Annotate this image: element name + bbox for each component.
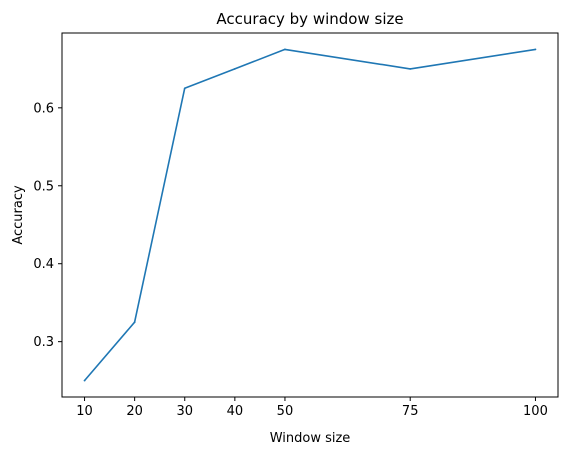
data-point xyxy=(284,48,286,51)
series-layer xyxy=(83,48,537,382)
x-tick-label: 75 xyxy=(402,404,419,419)
y-tick-label: 0.6 xyxy=(33,101,54,116)
data-point xyxy=(534,48,537,51)
x-tick-label: 100 xyxy=(523,404,548,419)
x-tick-label: 20 xyxy=(126,404,143,419)
y-tick-label: 0.4 xyxy=(33,257,54,272)
data-point xyxy=(409,67,412,70)
y-tick-label: 0.3 xyxy=(33,335,54,350)
plot-area xyxy=(62,33,558,397)
y-tick-label: 0.5 xyxy=(33,179,54,194)
x-tick-label: 10 xyxy=(76,404,93,419)
x-tick-label: 40 xyxy=(227,404,244,419)
y-axis-label: Accuracy xyxy=(11,185,26,245)
plot-frame xyxy=(61,32,559,398)
x-axis: 10 20 30 40 50 75 100 xyxy=(76,397,548,419)
x-tick-label: 50 xyxy=(277,404,294,419)
data-point xyxy=(83,379,86,382)
data-point xyxy=(133,321,136,324)
x-axis-label: Window size xyxy=(270,431,351,446)
x-tick-label: 30 xyxy=(176,404,193,419)
chart-title: Accuracy by window size xyxy=(216,10,403,28)
y-axis: 0.3 0.4 0.5 0.6 xyxy=(33,101,62,350)
data-point xyxy=(183,87,186,90)
data-point xyxy=(233,67,236,70)
